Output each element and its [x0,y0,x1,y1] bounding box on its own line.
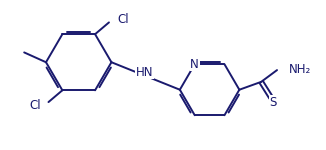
Text: S: S [269,96,277,109]
Text: Cl: Cl [117,13,128,26]
Text: HN: HN [136,66,154,79]
Text: NH₂: NH₂ [289,63,311,76]
Text: N: N [190,58,199,71]
Text: Cl: Cl [29,99,40,112]
